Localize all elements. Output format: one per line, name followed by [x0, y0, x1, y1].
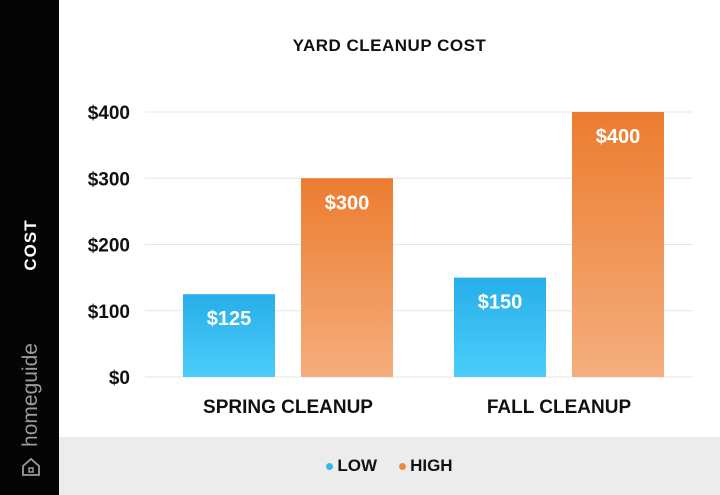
y-tick-label: $200 — [88, 236, 130, 257]
category-label: FALL CLEANUP — [487, 397, 632, 418]
bar-low — [183, 294, 275, 377]
bar-value-label: $400 — [596, 126, 641, 148]
legend-dot-high — [399, 462, 407, 470]
legend-label-low: LOW — [337, 456, 378, 475]
y-axis-title: COST — [21, 219, 40, 271]
bar-high — [572, 112, 664, 377]
legend-dot-low — [326, 462, 334, 470]
y-tick-label: $0 — [109, 368, 130, 389]
y-tick-label: $300 — [88, 169, 130, 190]
house-icon — [22, 457, 40, 476]
bar-chart: $0 $100 $200 $300 $400 $125 $300 $150 $400 SPRI… — [88, 103, 693, 418]
bar-value-label: $125 — [207, 308, 252, 330]
bar-value-label: $300 — [325, 192, 370, 214]
legend-item-high: HIGH — [399, 456, 453, 476]
bar-value-label: $150 — [478, 292, 523, 314]
legend-item-low: LOW — [326, 456, 377, 476]
legend: LOW HIGH — [59, 437, 720, 495]
sidebar: COST homeguide — [0, 0, 59, 495]
brand-name: homeguide — [19, 343, 42, 447]
bar-low — [454, 277, 546, 377]
bar-high — [301, 178, 393, 377]
category-label: SPRING CLEANUP — [203, 397, 373, 418]
legend-label-high: HIGH — [410, 456, 453, 475]
y-tick-label: $100 — [88, 302, 130, 323]
chart-title: YARD CLEANUP COST — [292, 36, 487, 55]
y-tick-label: $400 — [88, 103, 130, 124]
